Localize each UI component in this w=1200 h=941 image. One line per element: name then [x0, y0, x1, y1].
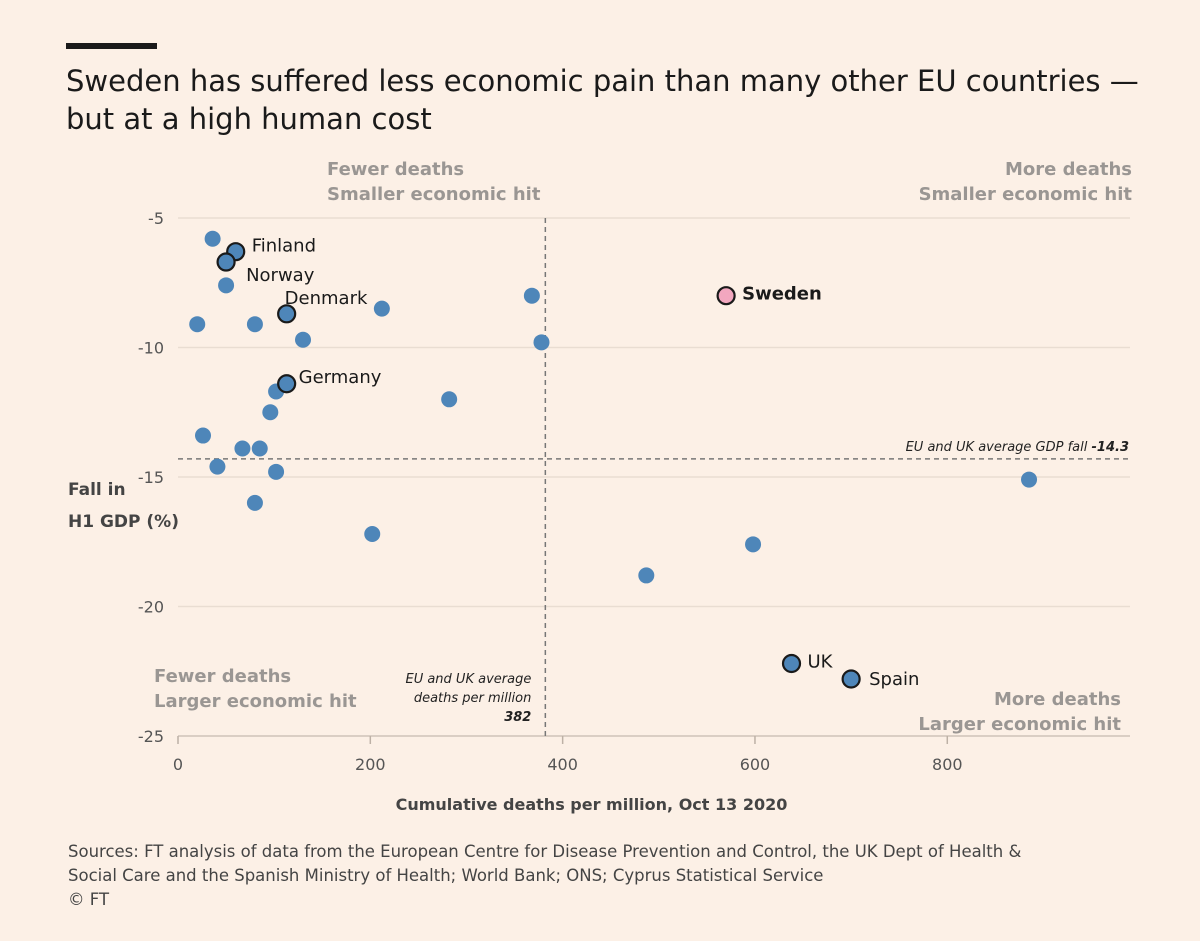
- data-point: [218, 277, 235, 294]
- sources-line: Social Care and the Spanish Ministry of …: [68, 866, 824, 885]
- point-germany: [277, 374, 297, 394]
- y-tick-label: -15: [138, 468, 164, 487]
- header-rule: [66, 43, 157, 49]
- y-axis-title: H1 GDP (%): [68, 512, 179, 532]
- point-denmark: [277, 304, 297, 324]
- quadrant-label: Larger economic hit: [918, 714, 1121, 735]
- y-axis-title: Fall in: [68, 480, 126, 500]
- x-tick-label: 0: [173, 755, 183, 774]
- quadrant-label: More deaths: [1005, 159, 1132, 180]
- point-label: Norway: [246, 265, 315, 286]
- data-point: [189, 316, 206, 333]
- data-point: [745, 536, 762, 553]
- copyright: © FT: [68, 890, 110, 909]
- quadrant-label: Fewer deaths: [154, 666, 291, 687]
- chart-title-line: Sweden has suffered less economic pain t…: [66, 64, 1139, 98]
- point-label: Finland: [252, 236, 316, 257]
- data-point: [204, 230, 221, 247]
- x-tick-label: 200: [355, 755, 386, 774]
- data-point: [533, 334, 550, 351]
- sources-line: Sources: FT analysis of data from the Eu…: [68, 842, 1022, 861]
- quadrant-label: More deaths: [994, 689, 1121, 710]
- data-point: [441, 391, 458, 408]
- data-point: [262, 404, 279, 421]
- point-label: UK: [808, 651, 834, 672]
- x-tick-label: 800: [932, 755, 963, 774]
- point-uk: [781, 653, 802, 674]
- point-norway: [216, 252, 236, 272]
- sources-note: Sources: FT analysis of data from the Eu…: [68, 840, 1148, 912]
- data-point: [523, 287, 540, 304]
- data-point: [364, 525, 381, 542]
- point-sweden: [716, 286, 736, 306]
- data-point: [1021, 471, 1038, 488]
- quadrant-label: Smaller economic hit: [327, 184, 541, 205]
- data-point: [234, 440, 251, 457]
- x-tick-label: 400: [547, 755, 578, 774]
- data-point: [195, 427, 212, 444]
- point-label: Denmark: [285, 288, 368, 309]
- quadrant-label: Fewer deaths: [327, 159, 464, 180]
- chart-title: Sweden has suffered less economic pain t…: [66, 62, 1146, 138]
- data-point: [209, 458, 226, 475]
- data-point: [268, 463, 285, 480]
- data-point: [251, 440, 268, 457]
- deaths-average-label: EU and UK average: [405, 672, 531, 687]
- point-label: Spain: [869, 669, 919, 690]
- point-spain: [841, 669, 861, 689]
- y-tick-label: -20: [138, 598, 164, 617]
- deaths-average-label: deaths per million: [414, 691, 532, 706]
- y-tick-label: -25: [138, 727, 164, 746]
- data-point: [246, 316, 263, 333]
- point-label: Sweden: [742, 284, 822, 305]
- chart-title-line: but at a high human cost: [66, 102, 432, 136]
- gdp-average-label: EU and UK average GDP fall -14.3: [906, 440, 1129, 455]
- data-point: [246, 494, 263, 511]
- point-label: Germany: [299, 367, 382, 388]
- data-point: [373, 300, 390, 317]
- x-tick-label: 600: [740, 755, 771, 774]
- data-point: [295, 331, 312, 348]
- y-tick-label: -5: [148, 209, 164, 228]
- x-axis-title: Cumulative deaths per million, Oct 13 20…: [396, 795, 788, 814]
- data-point: [638, 567, 655, 584]
- deaths-average-value: 382: [504, 710, 531, 725]
- y-tick-label: -10: [138, 339, 164, 358]
- quadrant-label: Larger economic hit: [154, 691, 357, 712]
- quadrant-label: Smaller economic hit: [919, 184, 1133, 205]
